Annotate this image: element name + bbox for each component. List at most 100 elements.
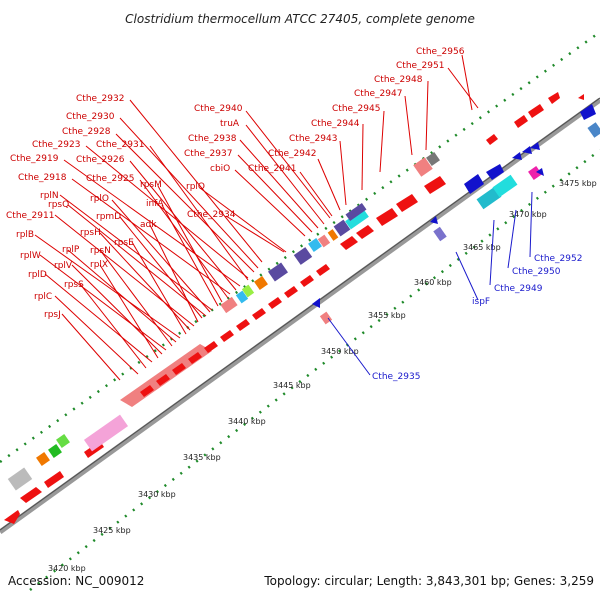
tick-label: 3460 kbp <box>414 278 452 287</box>
gene-box <box>476 186 502 210</box>
gene-label: Cthe_2956 <box>416 47 465 57</box>
gene-arrow <box>236 319 250 331</box>
gene-arrow <box>4 510 20 524</box>
tick-label: 3455 kbp <box>368 311 406 320</box>
gene-label: adk <box>140 220 157 230</box>
gene-arrow <box>514 115 528 128</box>
gene-label: Cthe_2935 <box>372 372 420 382</box>
tick-label: 3450 kbp <box>321 347 359 356</box>
gene-label: Cthe_2930 <box>66 112 115 122</box>
gene-box <box>413 157 433 177</box>
tick-label: 3425 kbp <box>93 526 131 535</box>
gene-arrow <box>220 330 234 342</box>
gene-label: rplN <box>40 191 59 201</box>
gene-label: rplD <box>28 270 47 280</box>
gene-box <box>327 229 339 241</box>
tick-label: 3420 kbp <box>48 564 86 573</box>
gene-box <box>36 452 50 466</box>
gene-arrow <box>20 487 42 503</box>
gene-box <box>308 238 322 252</box>
gene-arrow-reverse <box>486 164 504 180</box>
gene-label: Cthe_2926 <box>76 155 125 165</box>
gene-label: rplC <box>34 292 52 302</box>
gene-box <box>345 202 367 222</box>
forward-genes <box>4 92 584 524</box>
gene-arrow <box>356 225 374 239</box>
gene-label: rpsH <box>80 228 101 238</box>
gene-box <box>7 467 33 491</box>
topology-text: Topology: circular; Length: 3,843,301 bp… <box>263 574 594 588</box>
gene-arrow <box>300 275 314 287</box>
gene-arrow <box>172 363 186 375</box>
gene-label: infA <box>146 199 164 209</box>
gene-arrow <box>578 94 584 100</box>
gene-box <box>492 174 518 198</box>
gene-label: rplB <box>16 230 34 240</box>
red-gene-labels: Cthe_2956 Cthe_2951 Cthe_2948 Cthe_2947 … <box>6 47 465 320</box>
tick-label: 3445 kbp <box>273 381 311 390</box>
ruler-labels: 3420 kbp 3425 kbp 3430 kbp 3435 kbp 3440… <box>48 179 597 573</box>
gene-arrow <box>44 471 64 488</box>
tick-label: 3440 kbp <box>228 417 266 426</box>
gene-box <box>293 247 313 265</box>
gene-label: rplQ <box>186 182 205 192</box>
inner-dotted-ring <box>29 149 600 591</box>
gene-arrow <box>396 194 418 212</box>
gene-label: Cthe_2937 <box>184 149 232 159</box>
gene-arrow-reverse <box>580 104 596 120</box>
gene-arrow <box>528 104 544 118</box>
gene-label: rpsJ <box>44 310 61 320</box>
gene-label: Cthe_2951 <box>396 61 444 71</box>
gene-arrow <box>548 92 560 104</box>
gene-label: ispF <box>472 297 490 307</box>
gene-arrow <box>424 176 446 194</box>
gene-label: Cthe_2942 <box>268 149 316 159</box>
gene-label: rpsM <box>140 180 162 190</box>
gene-arrow-reverse <box>512 152 522 160</box>
gene-box <box>333 219 351 237</box>
gene-label: Cthe_2918 <box>18 173 67 183</box>
gene-label: truA <box>220 119 240 129</box>
gene-label: Cthe_2911 <box>6 211 54 221</box>
gene-label: rpsS <box>64 280 84 290</box>
gene-label: Cthe_2949 <box>494 284 543 294</box>
gene-label: rplV <box>54 261 73 271</box>
gene-label: rplW <box>20 251 41 261</box>
gene-label: Cthe_2943 <box>289 134 337 144</box>
gene-box <box>56 434 70 448</box>
gene-box <box>345 208 369 230</box>
gene-label: rplP <box>62 245 80 255</box>
gene-arrow <box>252 308 266 320</box>
gene-label: cbiO <box>210 164 230 174</box>
gene-box <box>528 166 542 180</box>
gene-box <box>254 276 268 290</box>
gene-arrow <box>204 341 218 353</box>
gene-label: rpsN <box>90 246 111 256</box>
accession-text: Accession: NC_009012 <box>8 574 144 588</box>
gene-arrow-reverse <box>522 146 532 154</box>
gene-box <box>235 290 249 304</box>
gene-label: Cthe_2952 <box>534 254 582 264</box>
gene-label: rplO <box>90 194 109 204</box>
gene-box <box>433 226 447 242</box>
gene-arrow <box>376 208 398 226</box>
gene-label: Cthe_2919 <box>10 154 59 164</box>
gene-label: rpsQ <box>48 200 69 210</box>
tick-label: 3470 kbp <box>509 210 547 219</box>
gene-label: Cthe_2931 <box>96 140 144 150</box>
gene-box <box>319 311 333 325</box>
gene-box <box>241 284 255 298</box>
gene-arrow <box>140 385 154 397</box>
gene-label: Cthe_2923 <box>32 140 80 150</box>
gene-box <box>587 122 600 138</box>
gene-label: rpsE <box>114 238 134 248</box>
gene-arrow-reverse <box>312 298 320 308</box>
gene-box <box>426 152 440 166</box>
gene-box <box>83 414 129 452</box>
gene-arrow <box>340 236 358 250</box>
gene-box <box>48 444 62 458</box>
gene-label: rpmD <box>96 212 121 222</box>
gene-arrow <box>188 352 202 364</box>
reverse-genes <box>312 104 596 308</box>
gene-arrow <box>316 264 330 276</box>
